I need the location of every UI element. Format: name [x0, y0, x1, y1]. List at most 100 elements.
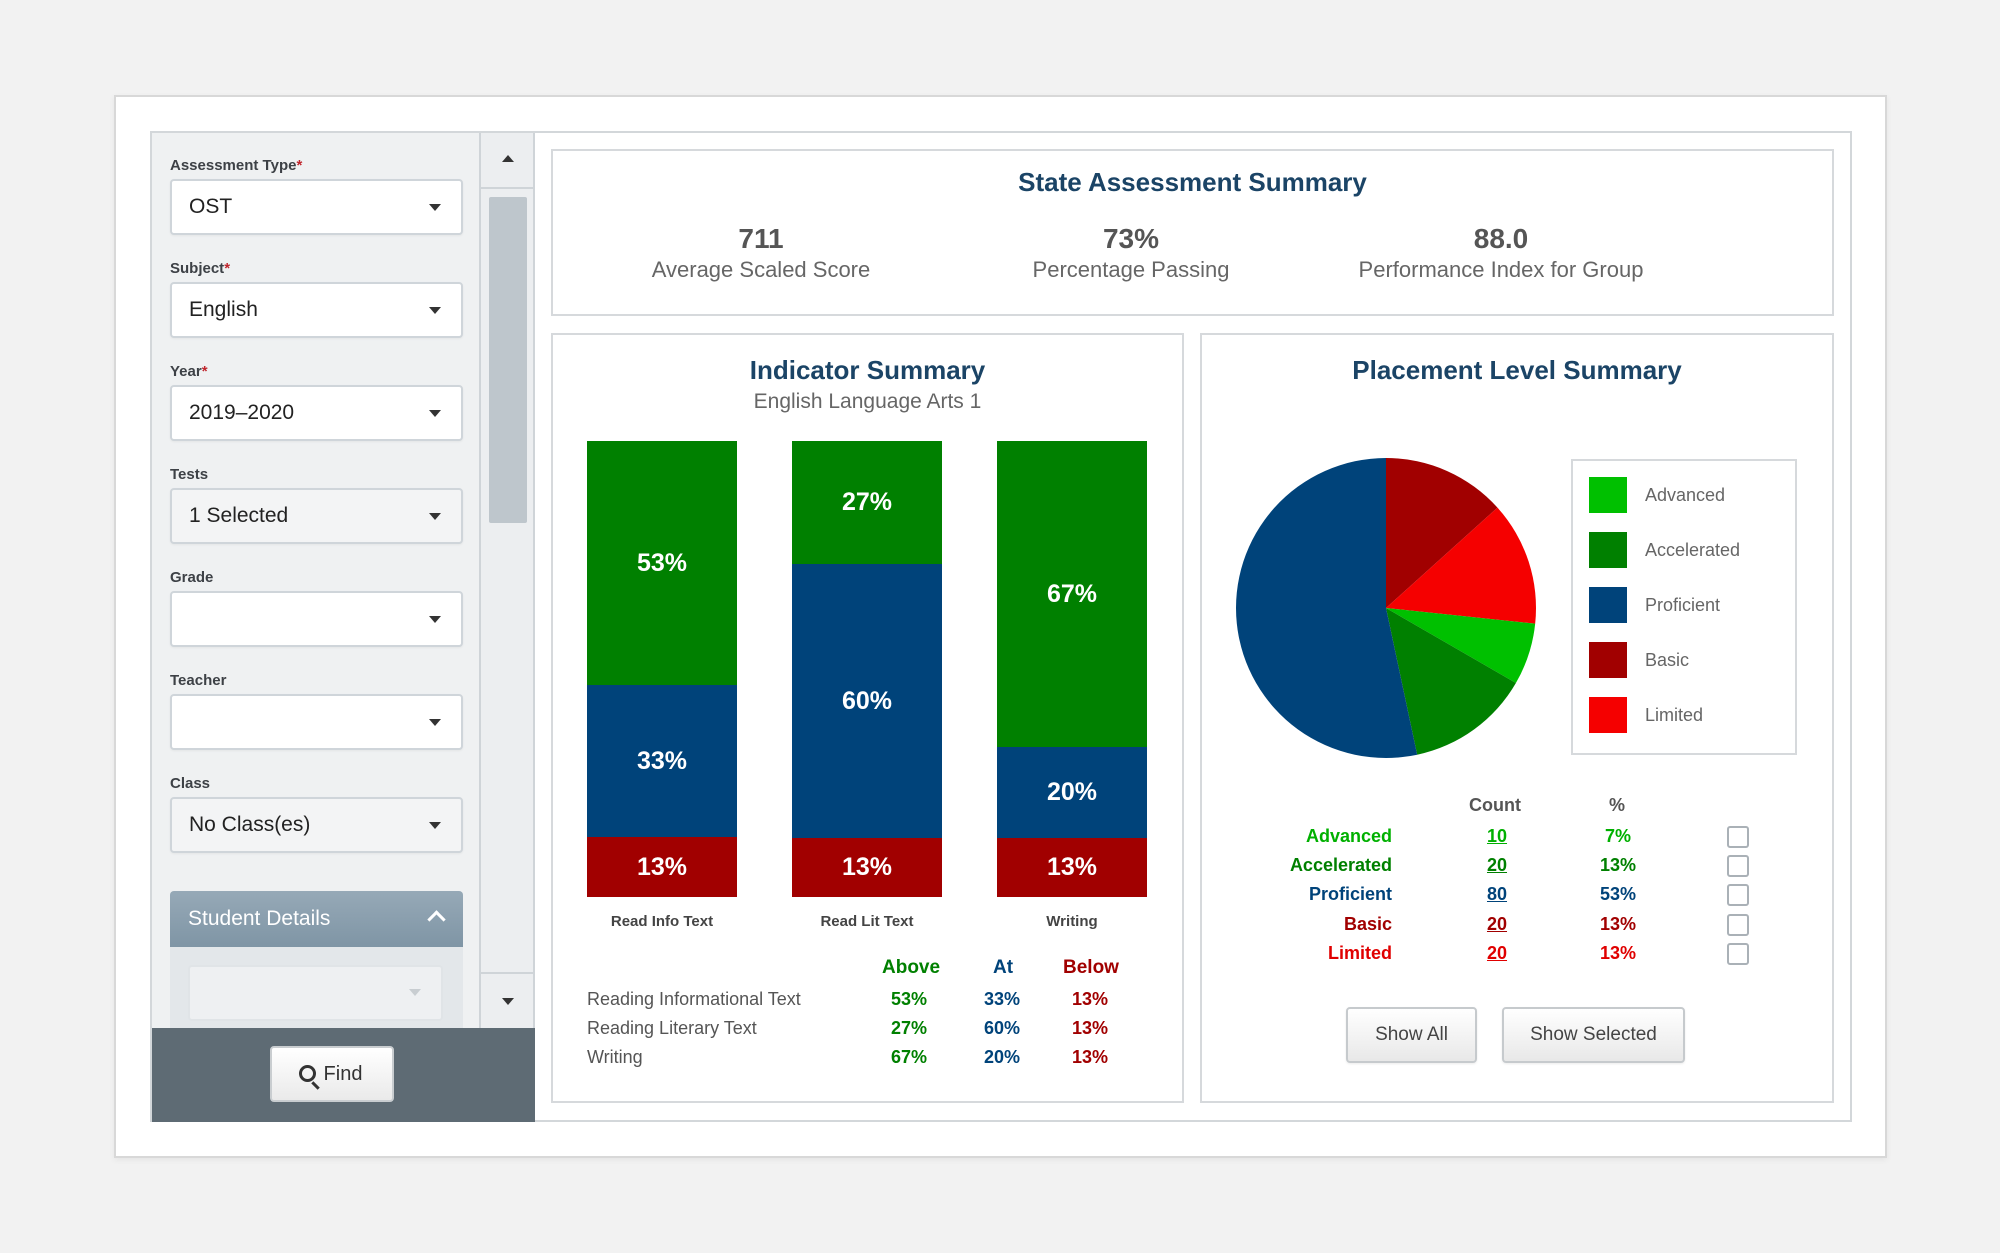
year-label: Year	[170, 363, 202, 380]
legend-label: Limited	[1645, 704, 1704, 725]
chevron-down-icon	[429, 513, 441, 520]
placement-count-link[interactable]: 10	[1486, 826, 1508, 846]
chevron-down-icon	[429, 410, 441, 417]
placement-count-link[interactable]: 20	[1486, 914, 1508, 934]
tests-select[interactable]: 1 Selected	[170, 488, 463, 544]
stat-label: Performance Index for Group	[1358, 257, 1644, 282]
bar-segment-above: 67%	[997, 441, 1147, 747]
stat-average-scaled-score: 711 Average Scaled Score	[581, 223, 941, 283]
grade-select[interactable]	[170, 591, 463, 647]
bar-category-label: Read Lit Text	[820, 913, 914, 930]
state-summary-title: State Assessment Summary	[1018, 167, 1367, 197]
legend-item-proficient: Proficient	[1589, 587, 1720, 623]
placement-title: Placement Level Summary	[1352, 355, 1682, 385]
chevron-up-icon	[427, 910, 446, 929]
find-button[interactable]: Find	[270, 1046, 394, 1102]
count-header: Count	[1469, 795, 1521, 815]
legend-label: Accelerated	[1645, 539, 1741, 560]
sidebar-scrollbar[interactable]	[479, 133, 533, 1028]
table-cell-below: 13%	[1072, 1047, 1109, 1067]
assessment-type-select[interactable]: OST	[170, 179, 463, 235]
required-marker: *	[201, 363, 208, 380]
student-details-select[interactable]	[188, 965, 443, 1021]
class-field: Class No Class(es)	[170, 773, 463, 853]
show-all-button[interactable]: Show All	[1346, 1007, 1477, 1063]
class-select[interactable]: No Class(es)	[170, 797, 463, 853]
placement-pct: 13%	[1599, 855, 1637, 875]
pct-header: %	[1609, 795, 1626, 815]
placement-checkbox-advanced[interactable]	[1727, 826, 1749, 848]
stat-value: 73%	[1102, 223, 1160, 254]
legend-swatch	[1589, 587, 1627, 623]
indicator-title: Indicator Summary	[749, 355, 986, 385]
legend-item-accelerated: Accelerated	[1589, 532, 1740, 568]
find-label: Find	[323, 1063, 363, 1085]
legend-item-limited: Limited	[1589, 697, 1703, 733]
scroll-down-arrow-icon[interactable]	[481, 972, 533, 1028]
placement-pct: 13%	[1599, 943, 1637, 963]
table-cell-above: 27%	[891, 1018, 928, 1038]
placement-checkbox-limited[interactable]	[1727, 943, 1749, 965]
teacher-select[interactable]	[170, 694, 463, 750]
scroll-up-arrow-icon[interactable]	[481, 133, 533, 189]
placement-checkbox-accelerated[interactable]	[1727, 855, 1749, 877]
bar-segment-below: 13%	[792, 838, 942, 897]
tests-label: Tests	[170, 466, 209, 483]
chevron-down-icon	[429, 616, 441, 623]
stat-label: Percentage Passing	[1032, 257, 1230, 282]
stat-label: Average Scaled Score	[651, 257, 871, 282]
subject-select[interactable]: English	[170, 282, 463, 338]
bar-category-label: Writing	[1046, 913, 1098, 930]
placement-count-link[interactable]: 20	[1486, 855, 1508, 875]
student-details-toggle[interactable]: Student Details	[170, 891, 463, 947]
placement-count-link[interactable]: 20	[1486, 943, 1508, 963]
state-assessment-summary-panel: State Assessment Summary 711 Average Sca…	[551, 149, 1834, 316]
legend-swatch	[1589, 477, 1627, 513]
indicator-subtitle: English Language Arts 1	[753, 390, 982, 413]
filter-sidebar: Assessment Type* OST Subject* English Ye…	[152, 133, 535, 1028]
table-row-label: Reading Literary Text	[587, 1018, 757, 1038]
placement-checkbox-proficient[interactable]	[1727, 884, 1749, 906]
pie-slice-proficient	[1236, 458, 1418, 758]
chevron-down-icon	[429, 204, 441, 211]
pie-slice-limited	[1386, 507, 1536, 624]
placement-count-link[interactable]: 80	[1486, 884, 1508, 904]
year-select[interactable]: 2019–2020	[170, 385, 463, 441]
table-cell-above: 53%	[891, 989, 928, 1009]
legend-item-advanced: Advanced	[1589, 477, 1725, 513]
legend-swatch	[1589, 697, 1627, 733]
student-details-section: Student Details	[170, 891, 463, 1028]
subject-value: English	[189, 298, 258, 321]
legend-item-basic: Basic	[1589, 642, 1689, 678]
legend-label: Proficient	[1645, 594, 1721, 615]
year-value: 2019–2020	[189, 401, 295, 424]
stat-performance-index: 88.0 Performance Index for Group	[1321, 223, 1681, 283]
bar-segment-at: 60%	[792, 564, 942, 838]
teacher-label: Teacher	[170, 672, 227, 689]
table-cell-above: 67%	[891, 1047, 928, 1067]
bar-segment-at: 20%	[997, 747, 1147, 838]
table-header-above: Above	[882, 957, 941, 978]
stat-value: 88.0	[1473, 223, 1529, 254]
table-header-at: At	[993, 957, 1014, 978]
student-details-label: Student Details	[188, 907, 331, 930]
bar-segment-above: 53%	[587, 441, 737, 685]
placement-pie-chart	[1236, 458, 1536, 758]
class-label: Class	[170, 775, 211, 792]
stat-value: 711	[738, 223, 784, 254]
show-selected-button[interactable]: Show Selected	[1502, 1007, 1685, 1063]
table-header-below: Below	[1063, 957, 1119, 978]
pie-slice-accelerated	[1386, 608, 1516, 755]
table-cell-below: 13%	[1072, 989, 1109, 1009]
class-value: No Class(es)	[189, 813, 311, 836]
bar-segment-at: 33%	[587, 685, 737, 837]
scroll-thumb[interactable]	[489, 197, 527, 523]
pie-slice-basic	[1386, 458, 1498, 608]
sidebar-footer: Find	[152, 1028, 535, 1122]
table-cell-below: 13%	[1072, 1018, 1109, 1038]
bar-segment-below: 13%	[587, 837, 737, 897]
placement-checkbox-basic[interactable]	[1727, 914, 1749, 936]
pie-slice-advanced	[1386, 608, 1536, 683]
subject-field: Subject* English	[170, 258, 463, 338]
year-field: Year* 2019–2020	[170, 361, 463, 441]
